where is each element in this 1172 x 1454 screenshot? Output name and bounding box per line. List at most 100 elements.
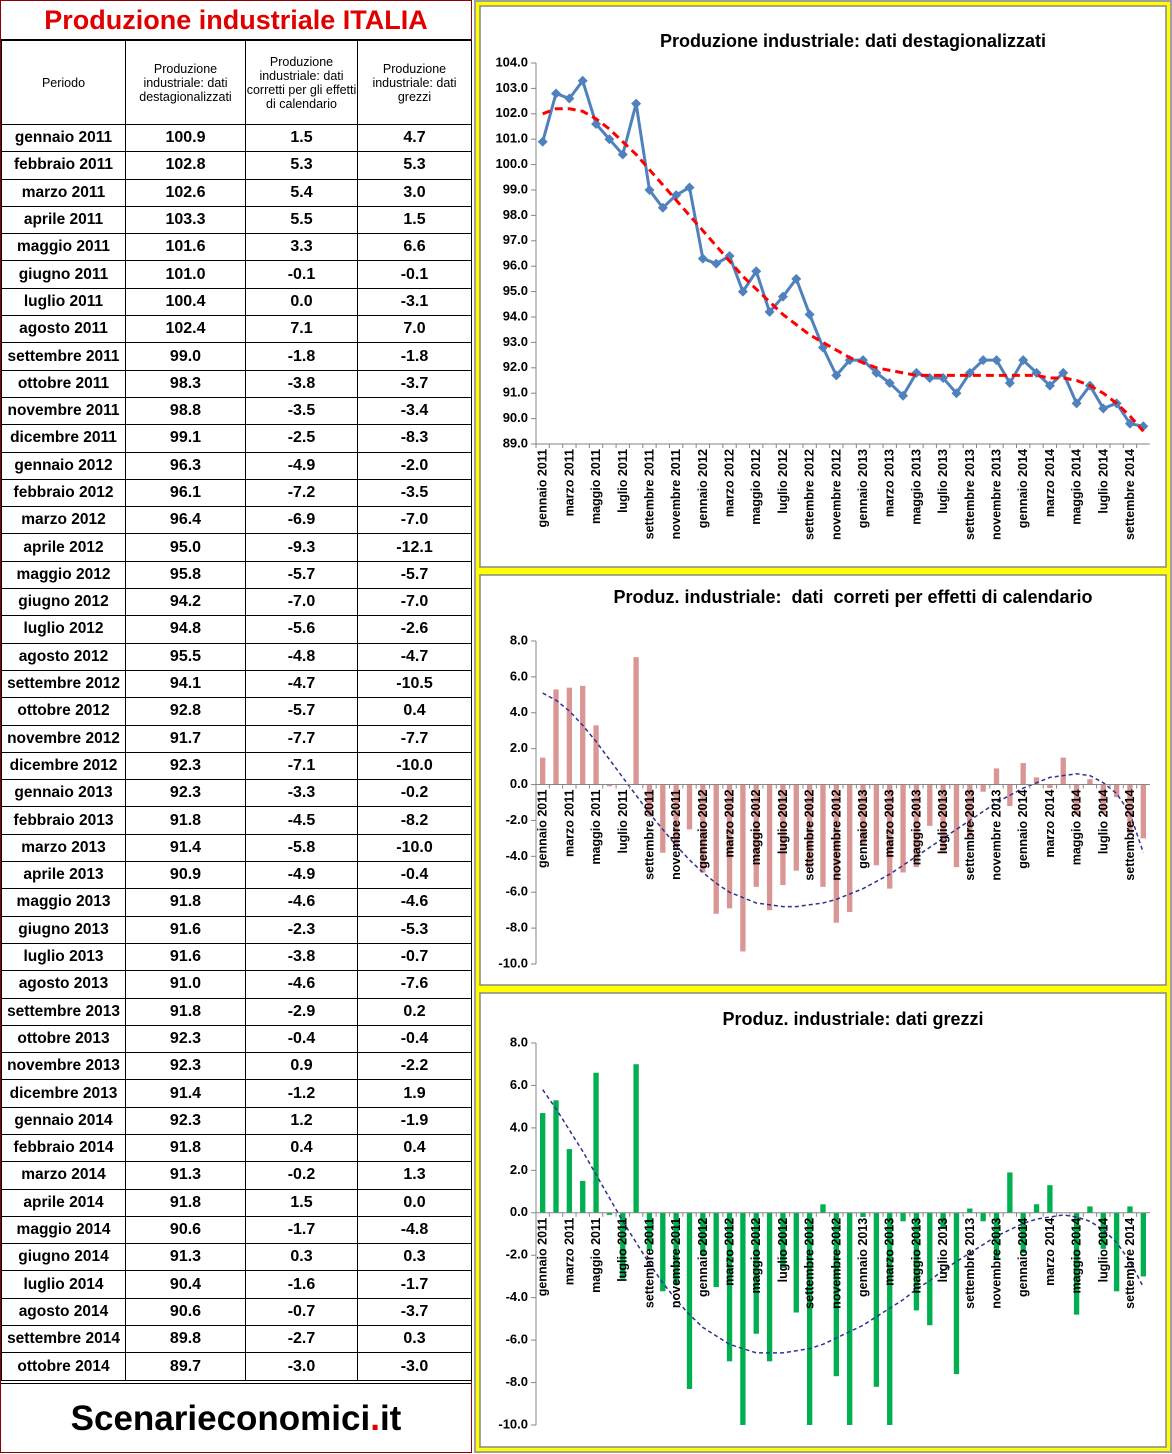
y-tick-label: 90.0 (503, 410, 528, 425)
period-cell: agosto 2011 (1, 315, 126, 344)
bar (580, 1180, 586, 1213)
bar (740, 1212, 746, 1425)
table-row: marzo 2014 91.3 -0.2 1.3 (1, 1161, 472, 1190)
y-tick-label: -6.0 (506, 1332, 528, 1347)
x-tick-label: novembre 2012 (829, 1218, 843, 1309)
value-cell: 0.3 (245, 1243, 358, 1272)
brand: Scenarieconomici.it (1, 1383, 471, 1454)
data-point (684, 182, 695, 193)
value-cell: 91.6 (125, 942, 246, 972)
period-cell: gennaio 2014 (1, 1106, 126, 1135)
table-row: agosto 2011 102.4 7.1 7.0 (1, 315, 472, 344)
x-tick-label: marzo 2014 (1043, 790, 1057, 858)
bar (713, 1212, 719, 1288)
value-cell: -3.4 (357, 396, 472, 426)
x-tick-label: luglio 2013 (936, 449, 950, 514)
data-point (711, 258, 722, 269)
bar (820, 784, 826, 887)
x-tick-label: gennaio 2013 (856, 449, 870, 528)
value-cell: 99.1 (125, 424, 246, 453)
value-cell: 92.3 (125, 1106, 246, 1135)
table-row: settembre 2014 89.8 -2.7 0.3 (1, 1325, 472, 1354)
bar (806, 784, 813, 869)
period-cell: marzo 2014 (1, 1161, 126, 1190)
y-tick-label: 95.0 (503, 283, 528, 298)
bar (726, 784, 733, 909)
value-cell: 91.8 (125, 1133, 246, 1163)
value-cell: 1.3 (357, 1161, 472, 1190)
value-cell: -4.6 (245, 970, 358, 999)
table-row: settembre 2012 94.1 -4.7 -10.5 (1, 669, 472, 699)
table-row: ottobre 2013 92.3 -0.4 -0.4 (1, 1024, 472, 1054)
period-cell: novembre 2013 (1, 1052, 126, 1081)
period-cell: luglio 2014 (1, 1270, 126, 1299)
y-tick-label: 8.0 (510, 1034, 528, 1049)
period-cell: maggio 2012 (1, 560, 126, 590)
bar (553, 1100, 559, 1213)
x-tick-label: luglio 2013 (936, 1218, 950, 1283)
table-row: luglio 2014 90.4 -1.6 -1.7 (1, 1270, 472, 1299)
value-cell: -5.3 (357, 915, 472, 944)
y-tick-label: 6.0 (510, 1077, 528, 1092)
value-cell: 3.3 (245, 233, 358, 262)
x-tick-label: maggio 2012 (749, 1218, 763, 1294)
bar (646, 784, 653, 817)
value-cell: 1.9 (357, 1079, 472, 1108)
table-row: giugno 2011 101.0 -0.1 -0.1 (1, 260, 472, 289)
value-cell: -0.1 (245, 260, 358, 289)
data-point (898, 390, 909, 401)
bar (646, 1212, 653, 1251)
value-cell: -4.9 (245, 451, 358, 480)
data-point (791, 273, 802, 284)
bar (1033, 777, 1040, 785)
value-cell: 89.7 (125, 1352, 246, 1381)
chart-frame (479, 992, 1167, 1448)
period-cell: giugno 2011 (1, 260, 126, 289)
value-cell: 102.4 (125, 315, 246, 344)
value-cell: 94.2 (125, 588, 246, 617)
period-cell: aprile 2014 (1, 1188, 126, 1217)
bar (553, 689, 559, 785)
data-point (831, 370, 842, 381)
bar (967, 784, 973, 837)
table-row: novembre 2011 98.8 -3.5 -3.4 (1, 396, 472, 426)
x-tick-label: gennaio 2014 (1016, 1218, 1030, 1297)
value-cell: -5.8 (245, 833, 358, 863)
bar (753, 784, 759, 887)
bar (766, 784, 773, 911)
x-tick-label: novembre 2012 (829, 449, 843, 540)
period-cell: maggio 2011 (1, 233, 126, 262)
bar (540, 1113, 546, 1213)
bar (633, 1064, 639, 1213)
value-cell: -0.7 (357, 942, 472, 972)
x-tick-label: marzo 2011 (562, 449, 576, 516)
x-tick-label: settembre 2012 (803, 449, 817, 540)
value-cell: 101.0 (125, 260, 246, 289)
value-cell: 90.6 (125, 1215, 246, 1245)
table-row: agosto 2012 95.5 -4.8 -4.7 (1, 642, 472, 671)
bar (980, 1212, 986, 1222)
period-cell: novembre 2011 (1, 396, 126, 426)
column-header: Produzione industriale: dati grezzi (357, 40, 472, 125)
period-cell: febbraio 2014 (1, 1133, 126, 1163)
y-tick-label: 89.0 (503, 435, 528, 450)
x-tick-label: maggio 2011 (589, 1218, 603, 1293)
bar (1047, 1185, 1053, 1213)
x-tick-label: marzo 2013 (883, 1218, 897, 1286)
value-cell: -3.8 (245, 942, 358, 972)
value-cell: -4.7 (245, 669, 358, 699)
period-cell: febbraio 2013 (1, 806, 126, 835)
x-tick-label: luglio 2012 (776, 790, 790, 855)
data-point (604, 134, 615, 145)
table-row: ottobre 2011 98.3 -3.8 -3.7 (1, 369, 472, 398)
value-cell: 96.4 (125, 506, 246, 535)
bar (940, 784, 946, 853)
bar (726, 1212, 733, 1362)
bar (780, 784, 786, 886)
table-row: ottobre 2014 89.7 -3.0 -3.0 (1, 1352, 472, 1381)
value-cell: -1.7 (357, 1270, 472, 1299)
bar (1060, 757, 1066, 785)
period-cell: ottobre 2012 (1, 697, 126, 726)
y-tick-label: 99.0 (503, 181, 528, 196)
bar (806, 1212, 813, 1425)
